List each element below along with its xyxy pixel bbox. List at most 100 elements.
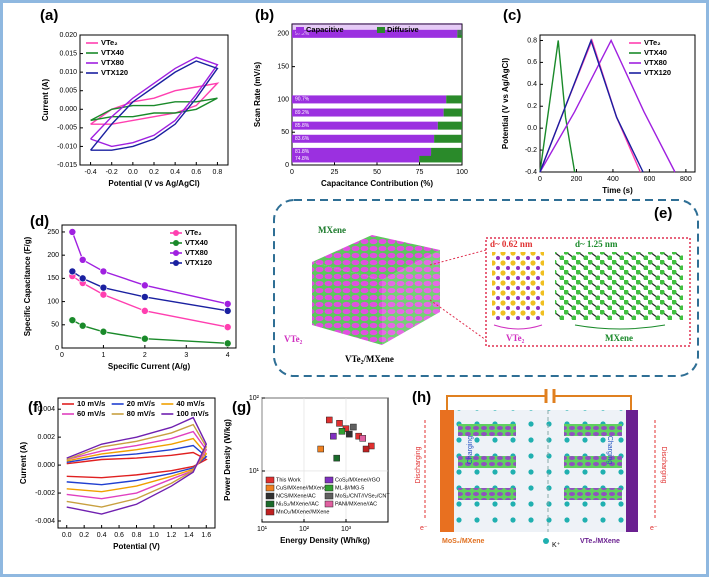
legend-label: VTX120: [101, 68, 128, 77]
marker: [362, 445, 370, 453]
legend-swatch: [265, 508, 275, 516]
x-tick-label: 0.0: [128, 169, 138, 176]
diagram-label: K⁺: [552, 542, 561, 549]
legend-label: This Work: [276, 477, 301, 483]
x-tick-label: 10¹: [257, 526, 268, 533]
y-tick-label: -0.010: [57, 143, 77, 150]
diagram-label: d~ 0.62 nm: [490, 239, 533, 249]
legend-swatch: [173, 230, 179, 236]
y-tick-label: -0.015: [57, 162, 77, 169]
y-tick-label: 50: [51, 322, 59, 329]
layer: [458, 456, 516, 468]
vte2-lattice: [492, 252, 544, 320]
x-tick-label: 50: [373, 169, 381, 176]
legend-swatch: [265, 500, 275, 508]
marker: [223, 323, 232, 331]
x-tick-label: 10²: [299, 526, 310, 533]
bar-segment: [292, 147, 432, 156]
marker: [99, 283, 108, 292]
series-line: [66, 451, 208, 479]
marker: [333, 454, 340, 462]
y-axis-title: Scan Rate (mV/s): [253, 61, 262, 127]
x-tick-label: 0: [60, 352, 64, 359]
legend-label: VTX120: [185, 258, 212, 267]
y-tick-label: 10²: [249, 395, 260, 402]
x-tick-label: 4: [226, 352, 230, 359]
y-tick-label: 150: [47, 275, 59, 282]
series-line: [539, 38, 676, 173]
x-tick-label: 800: [680, 176, 692, 183]
legend-swatch: [173, 260, 179, 266]
panel-label: (b): [255, 7, 274, 24]
marker: [141, 307, 149, 315]
mxene-lattice: [555, 252, 683, 320]
wire: [446, 395, 632, 410]
legend-label: ML-8//MG-5: [335, 485, 364, 491]
panel-label: (e): [654, 205, 672, 222]
series-line: [539, 40, 576, 173]
x-tick-label: 600: [644, 176, 656, 183]
y-tick-label: 0.000: [59, 106, 77, 113]
marker: [223, 339, 232, 348]
bar-segment: [431, 147, 462, 156]
x-tick-label: -0.2: [106, 169, 118, 176]
x-tick-label: 75: [416, 169, 424, 176]
x-tick-label: 1.4: [184, 532, 194, 539]
series-line: [66, 444, 208, 486]
legend-label: VTe₂: [101, 38, 118, 47]
x-axis-title: Capacitance Contribution (%): [321, 179, 433, 188]
x-axis-title: Energy Density (Wh/kg): [280, 536, 370, 545]
value-label: 83.6%: [295, 136, 310, 142]
legend-label: 10 mV/s: [77, 399, 105, 408]
legend-label: CuS/MXene//MXene: [276, 485, 326, 491]
legend-swatch: [324, 484, 334, 492]
marker: [99, 267, 108, 276]
panel-label: (f): [28, 399, 43, 416]
y-axis-title: Current (A): [41, 79, 50, 122]
diagram-e: (e) MXene VTe₂ VTe₂/MXene d~ 0.62 nm d~ …: [273, 199, 699, 377]
marker: [330, 432, 337, 440]
value-label: 81.8%: [295, 149, 310, 155]
y-tick-label: 100: [277, 96, 289, 103]
legend-label: Capacitive: [306, 25, 344, 34]
marker: [223, 300, 232, 308]
x-tick-label: 1.6: [201, 532, 211, 539]
y-tick-label: 0.002: [37, 434, 55, 441]
x-tick-label: 2: [143, 352, 147, 359]
y-tick-label: -0.4: [525, 169, 537, 176]
y-tick-label: 0.4: [527, 81, 537, 88]
diagram-label: VTe₂/MXene: [580, 538, 620, 545]
marker: [346, 430, 353, 438]
legend-swatch: [324, 476, 334, 484]
diagram-label: MXene: [605, 333, 633, 343]
legend-label: 20 mV/s: [127, 399, 155, 408]
y-tick-label: 0: [285, 162, 289, 169]
legend-swatch: [173, 240, 179, 246]
x-tick-label: 0.8: [213, 169, 223, 176]
electrode-right: [626, 410, 638, 532]
legend-label: CoS₂/MXene//rGO: [335, 477, 381, 483]
series-line: [539, 38, 644, 173]
legend-label: MnO₂/MXene//MXene: [276, 509, 330, 515]
layer: [564, 456, 622, 468]
diagram-label: Charging: [467, 436, 474, 465]
brace: [493, 324, 543, 330]
legend-swatch: [265, 492, 275, 500]
panel-label: (d): [30, 213, 49, 230]
x-tick-label: 10³: [341, 526, 352, 533]
bar-segment: [292, 108, 444, 117]
x-tick-label: 0.2: [149, 169, 159, 176]
bar-segment: [419, 154, 462, 163]
y-tick-label: -0.005: [57, 125, 77, 132]
series-line: [90, 97, 218, 122]
cube-side: [382, 250, 440, 345]
legend-swatch: [296, 27, 304, 33]
marker: [99, 290, 108, 299]
marker: [350, 423, 357, 431]
y-tick-label: 0.020: [59, 32, 77, 39]
marker: [317, 445, 324, 453]
x-tick-label: 0: [290, 169, 294, 176]
legend-label: MoS₂/CNT//VSe₂/CNT: [335, 493, 390, 499]
marker: [141, 293, 149, 301]
